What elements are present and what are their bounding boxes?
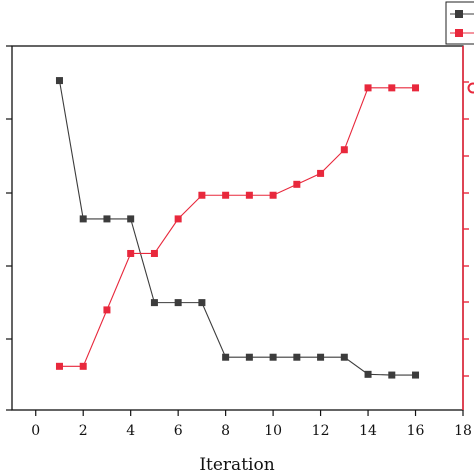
legend-marker-series-2: [455, 29, 463, 37]
series-2-point: [293, 180, 301, 188]
series-2-point: [317, 169, 325, 177]
series-layer: [55, 77, 420, 379]
series-2-point: [340, 146, 348, 154]
legend-marker-series-1: [455, 10, 463, 18]
series-1-line: [58, 80, 416, 376]
series-1-point: [245, 353, 253, 361]
series-2-point: [174, 215, 182, 223]
series-1-point: [103, 215, 111, 223]
x-tick-label: 14: [359, 423, 377, 439]
series-1-point: [412, 371, 420, 379]
series-2-point: [364, 84, 372, 92]
x-tick-label: 18: [454, 423, 472, 439]
x-axis-title: Iteration: [199, 455, 274, 474]
series-1-point: [198, 299, 206, 307]
series-2-point: [103, 306, 111, 314]
right-axis-title-fragment: [467, 82, 474, 94]
series-2-point: [412, 84, 420, 92]
series-2-point: [79, 362, 87, 370]
x-axis-ticks: 0 2 4 6 8 10 12 14 16 18: [31, 410, 472, 439]
series-1-point: [317, 353, 325, 361]
x-tick-label: 8: [221, 423, 230, 439]
series-1-point: [55, 77, 63, 85]
series-2-point: [55, 362, 63, 370]
plot-area: [11, 45, 464, 411]
series-2-point: [222, 191, 230, 199]
x-tick-label: 6: [174, 423, 183, 439]
series-1-point: [222, 353, 230, 361]
series-2-point: [150, 249, 158, 257]
x-tick-label: 16: [407, 423, 425, 439]
series-1-point: [364, 370, 372, 378]
series-1-point: [293, 353, 301, 361]
left-y-axis-ticks: [6, 45, 12, 411]
series-1-point: [127, 215, 135, 223]
series-1-point: [269, 353, 277, 361]
x-tick-label: 10: [264, 423, 282, 439]
x-tick-label: 0: [31, 423, 40, 439]
right-y-axis-ticks: [462, 46, 469, 410]
series-2-point: [388, 84, 396, 92]
x-tick-label: 2: [79, 423, 88, 439]
series-1-point: [79, 215, 87, 223]
series-2-point: [245, 191, 253, 199]
series-2-point: [269, 191, 277, 199]
series-2-point: [198, 191, 206, 199]
legend: [445, 1, 474, 45]
x-tick-label: 4: [126, 423, 135, 439]
x-tick-label: 12: [312, 423, 330, 439]
legend-box: [445, 1, 474, 45]
series-1-point: [174, 299, 182, 307]
series-2-point: [127, 249, 135, 257]
series-1-point: [388, 371, 396, 379]
series-1-point: [340, 353, 348, 361]
series-1-point: [150, 299, 158, 307]
series-2-line: [59, 87, 416, 367]
